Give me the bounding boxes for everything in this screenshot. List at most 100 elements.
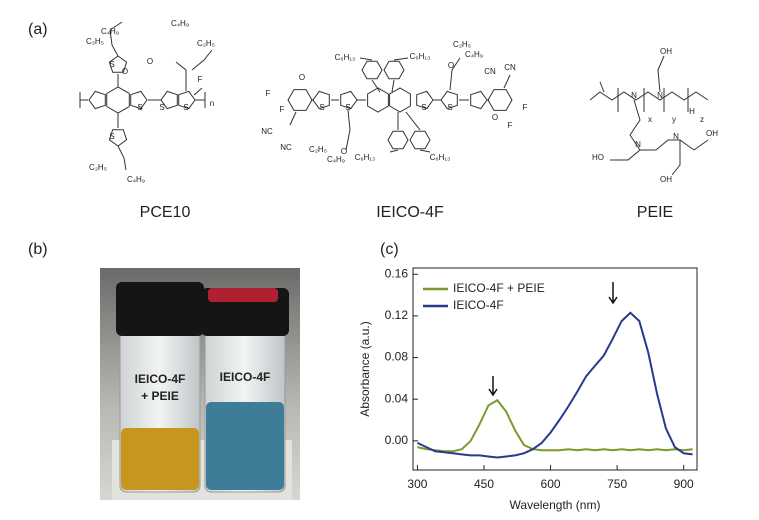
- atom-label: F: [198, 75, 203, 84]
- atom-label: C₄H₉: [101, 27, 119, 36]
- peak-arrow: [488, 376, 498, 397]
- atom-label: n: [210, 99, 214, 108]
- atom-label: NC: [280, 143, 292, 152]
- atom-label: O: [341, 147, 347, 156]
- x-tick-label: 600: [541, 477, 561, 491]
- panel-label: (b): [28, 241, 48, 258]
- atom-label: C₄H₉: [171, 19, 189, 28]
- atom-label: C₂H₅: [197, 39, 215, 48]
- ring: [416, 90, 434, 110]
- atom-label: C₄H₉: [127, 175, 145, 184]
- ring: [130, 90, 148, 110]
- atom-label: OH: [706, 129, 718, 138]
- ring: [108, 129, 128, 147]
- ring: [178, 90, 196, 110]
- atom-label: S: [109, 60, 114, 69]
- molecule-name: PEIE: [637, 204, 673, 221]
- ring: [312, 90, 330, 110]
- legend-label: IEICO-4F + PEIE: [453, 281, 545, 295]
- peak-arrow: [608, 282, 618, 305]
- atom-label: S: [159, 103, 164, 112]
- atom-label: F: [280, 105, 285, 114]
- atom-label: S: [447, 103, 452, 112]
- vial-label: IEICO-4F: [220, 370, 271, 384]
- atom-label: S: [421, 103, 426, 112]
- atom-label: S: [109, 132, 114, 141]
- atom-label: O: [122, 67, 128, 76]
- x-tick-label: 750: [607, 477, 627, 491]
- atom-label: OH: [660, 175, 672, 184]
- ring: [470, 90, 488, 110]
- panel-label: (c): [380, 241, 399, 258]
- atom-label: S: [319, 103, 324, 112]
- series-line: [416, 311, 693, 459]
- ring: [387, 130, 409, 150]
- atom-label: F: [508, 121, 513, 130]
- atom-label: O: [448, 61, 454, 70]
- bond: [589, 55, 709, 176]
- bond: [289, 57, 511, 153]
- atom-label: NC: [261, 127, 273, 136]
- atom-label: N: [657, 91, 663, 100]
- atom-label: C₂H₅: [89, 163, 107, 172]
- atom-label: y: [672, 115, 676, 124]
- x-tick-label: 900: [674, 477, 694, 491]
- photo: IEICO-4F + PEIE IEICO-4F: [100, 268, 300, 500]
- y-tick-label: 0.08: [385, 350, 409, 364]
- x-axis-label: Wavelength (nm): [510, 498, 601, 512]
- atom-label: OH: [660, 47, 672, 56]
- atom-label: H: [689, 107, 695, 116]
- ring: [409, 130, 431, 150]
- x-tick-label: 450: [474, 477, 494, 491]
- atom-label: x: [648, 115, 652, 124]
- atom-label: CN: [504, 63, 516, 72]
- ring: [88, 90, 106, 110]
- atom-label: N: [635, 140, 641, 149]
- atom-label: C₄H₉: [465, 50, 483, 59]
- x-tick-label: 300: [407, 477, 427, 491]
- atom-label: C₆H₁₃: [335, 53, 356, 62]
- atom-label: C₆H₁₃: [410, 52, 431, 61]
- bond: [79, 21, 213, 171]
- y-tick-label: 0.12: [385, 308, 409, 322]
- ring: [340, 90, 358, 110]
- atom-label: C₆H₁₃: [355, 153, 376, 162]
- plot-frame: [412, 267, 698, 471]
- atom-label: CN: [484, 67, 496, 76]
- vial-label: + PEIE: [141, 389, 179, 403]
- legend-label: IEICO-4F: [453, 298, 504, 312]
- atom-label: C₆H₁₃: [430, 153, 451, 162]
- atom-label: F: [266, 89, 271, 98]
- atom-label: C₂H₅: [309, 145, 327, 154]
- atom-label: z: [700, 115, 704, 124]
- atom-label: F: [523, 103, 528, 112]
- ring: [160, 90, 178, 110]
- molecule-name: IEICO-4F: [376, 204, 444, 221]
- vial-label: IEICO-4F: [135, 372, 186, 386]
- atom-label: HO: [592, 153, 604, 162]
- ring: [383, 60, 405, 80]
- ring: [487, 89, 513, 111]
- atom-label: O: [492, 113, 498, 122]
- ring: [389, 87, 411, 113]
- ring: [108, 55, 128, 73]
- series-line: [417, 398, 693, 453]
- y-tick-label: 0.04: [385, 391, 409, 405]
- ring: [287, 89, 313, 111]
- y-tick-label: 0.00: [385, 433, 409, 447]
- atom-label: C₄H₉: [327, 155, 345, 164]
- ring: [367, 87, 389, 113]
- panel-label: (a): [28, 21, 48, 38]
- atom-label: O: [299, 73, 305, 82]
- atom-label: O: [147, 57, 153, 66]
- atom-label: N: [673, 132, 679, 141]
- ring: [106, 86, 130, 114]
- atom-label: C₂H₅: [453, 40, 471, 49]
- atom-label: N: [631, 91, 637, 100]
- atom-label: S: [345, 103, 350, 112]
- y-axis-label: Absorbance (a.u.): [358, 321, 372, 416]
- ring: [440, 90, 458, 110]
- ring: [361, 60, 383, 80]
